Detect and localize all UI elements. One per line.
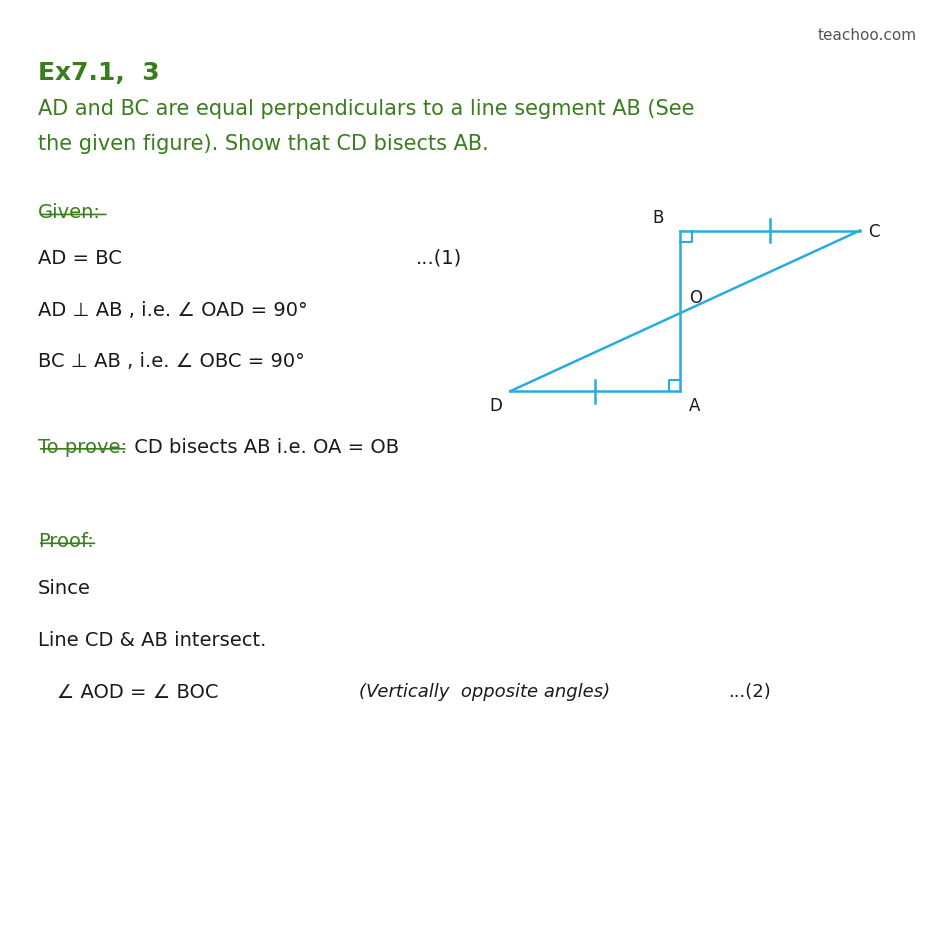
Text: To prove:: To prove: bbox=[38, 437, 126, 456]
Text: Since: Since bbox=[38, 579, 91, 598]
Text: O: O bbox=[688, 289, 701, 307]
Text: AD ⊥ AB , i.e. ∠ OAD = 90°: AD ⊥ AB , i.e. ∠ OAD = 90° bbox=[38, 300, 307, 319]
Text: ...(1): ...(1) bbox=[415, 248, 462, 267]
Text: Line CD & AB intersect.: Line CD & AB intersect. bbox=[38, 631, 266, 649]
Text: ∠ AOD = ∠ BOC: ∠ AOD = ∠ BOC bbox=[38, 683, 218, 701]
Text: AD and BC are equal perpendiculars to a line segment AB (See: AD and BC are equal perpendiculars to a … bbox=[38, 99, 694, 119]
Text: Proof:: Proof: bbox=[38, 531, 93, 550]
Text: (Vertically  opposite angles): (Vertically opposite angles) bbox=[359, 683, 610, 700]
Text: the given figure). Show that CD bisects AB.: the given figure). Show that CD bisects … bbox=[38, 134, 488, 154]
Text: B: B bbox=[651, 209, 663, 227]
Text: CD bisects AB i.e. OA = OB: CD bisects AB i.e. OA = OB bbox=[127, 437, 398, 456]
Text: AD = BC: AD = BC bbox=[38, 248, 122, 267]
Text: C: C bbox=[868, 222, 879, 241]
Text: A: A bbox=[688, 396, 700, 414]
Text: ...(2): ...(2) bbox=[727, 683, 769, 700]
Text: BC ⊥ AB , i.e. ∠ OBC = 90°: BC ⊥ AB , i.e. ∠ OBC = 90° bbox=[38, 352, 304, 371]
Text: Given:: Given: bbox=[38, 203, 101, 222]
Text: teachoo.com: teachoo.com bbox=[817, 28, 916, 43]
Text: Ex7.1,  3: Ex7.1, 3 bbox=[38, 61, 160, 85]
Text: D: D bbox=[488, 396, 501, 414]
